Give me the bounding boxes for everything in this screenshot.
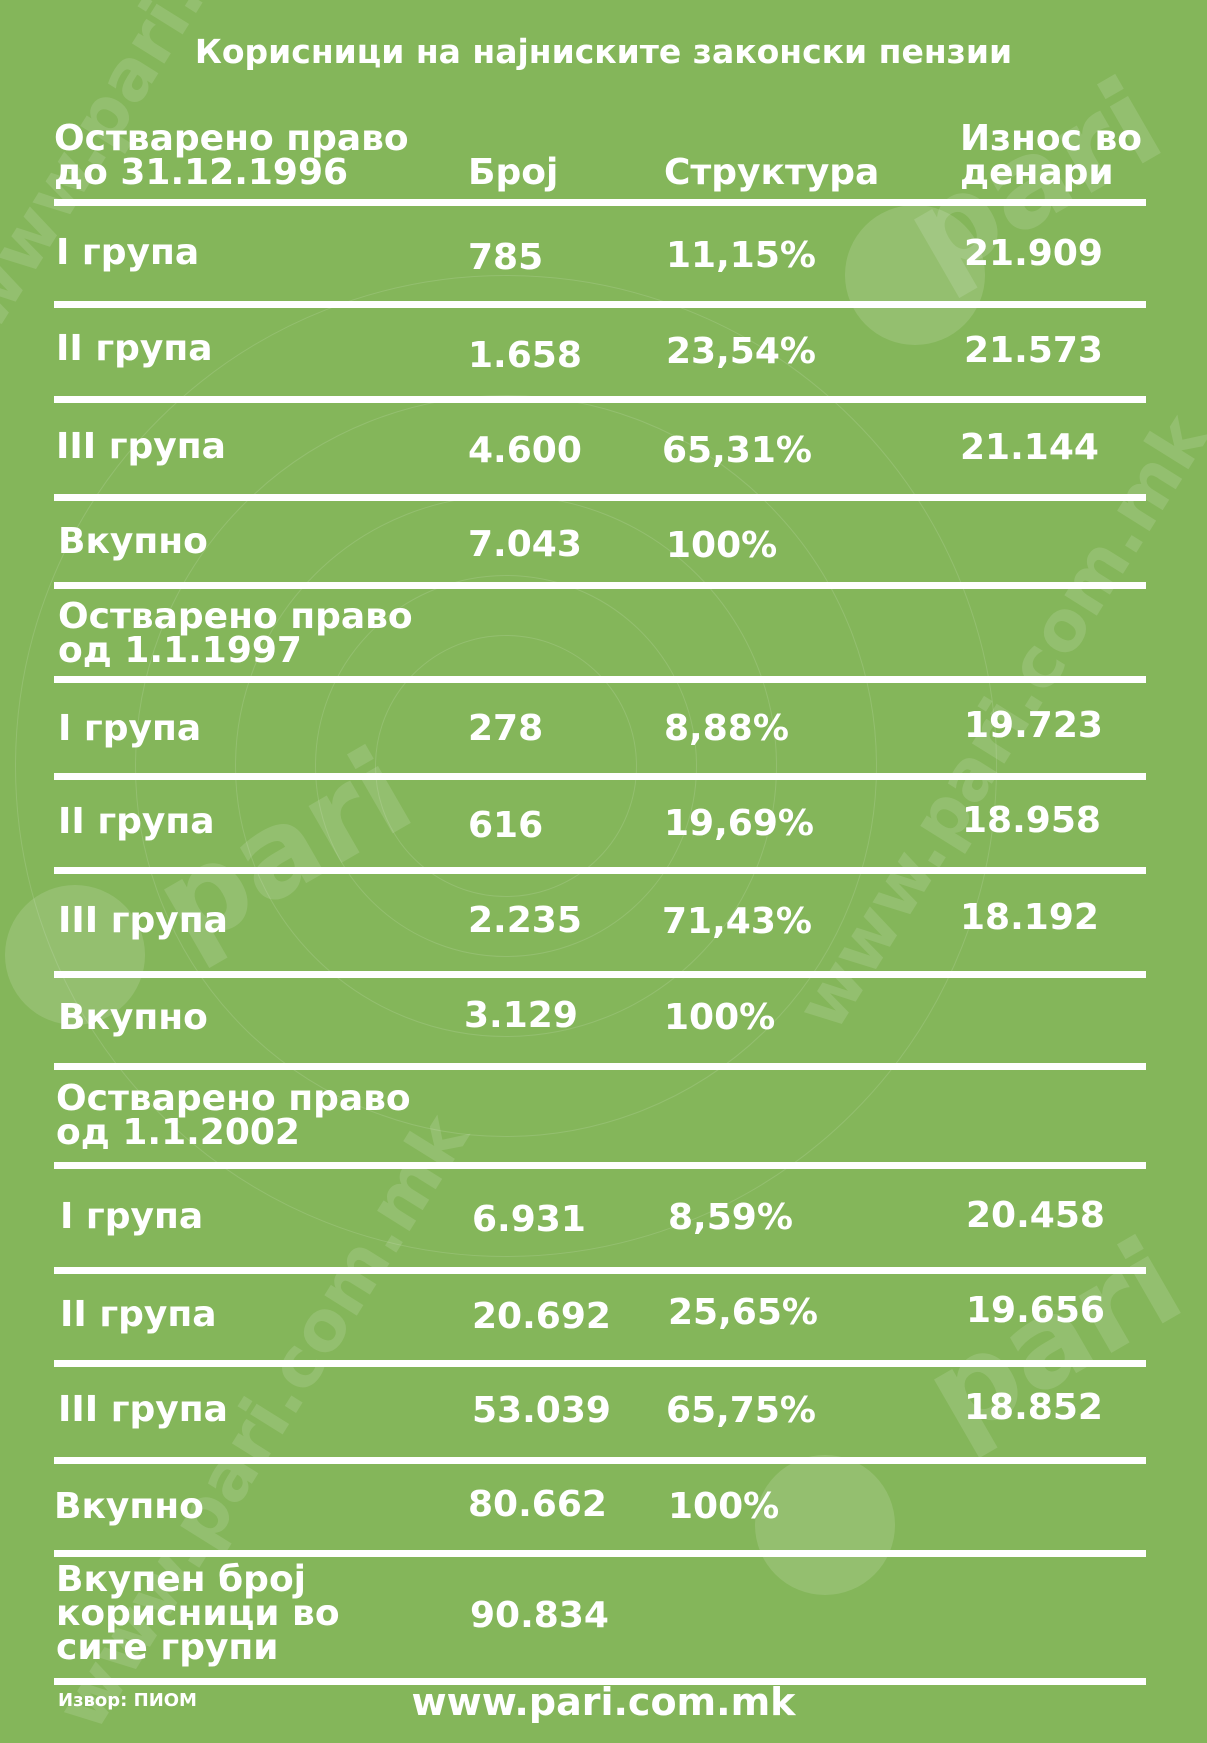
watermark-ring [15,275,997,1257]
row-group: Вкупно [54,1486,204,1527]
section-title-line1: Остварено право [58,596,413,637]
row-structure: 100% [664,997,776,1038]
row-group: Вкупно [58,521,208,562]
header-amount-line2: денари [960,152,1114,193]
total-label-line3: сите групи [56,1627,279,1668]
row-structure: 65,75% [666,1390,816,1431]
divider [54,199,1146,206]
divider [54,971,1146,978]
header-right-obtained-line1: Остварено право [54,118,409,159]
row-structure: 71,43% [662,901,812,942]
row-count: 6.931 [472,1199,586,1240]
row-structure: 100% [668,1486,780,1527]
header-count: Број [468,152,559,193]
row-count: 278 [468,708,544,749]
row-group: II група [56,328,213,369]
page-title: Корисници на најниските законски пензии [194,32,1013,71]
row-count: 2.235 [468,900,582,941]
divider [54,1162,1146,1169]
row-amount: 19.723 [964,705,1103,746]
row-count: 785 [468,237,544,278]
divider [54,1678,1146,1685]
row-count: 53.039 [472,1390,611,1431]
row-amount: 21.573 [964,330,1103,371]
header-right-obtained-line2: до 31.12.1996 [54,152,349,193]
divider [54,1457,1146,1464]
row-group: Вкупно [58,997,208,1038]
divider [54,582,1146,589]
row-structure: 8,88% [664,708,789,749]
row-structure: 23,54% [666,331,816,372]
section-title-line2: од 1.1.2002 [56,1112,300,1153]
row-structure: 65,31% [662,430,812,471]
section-title: Остварено право од 1.1.2002 [56,1078,411,1153]
row-group: II група [58,801,215,842]
row-structure: 100% [666,525,778,566]
website-url: www.pari.com.mk [411,1680,796,1724]
header-amount: Износ во денари [960,118,1143,193]
divider [54,676,1146,683]
row-count: 20.692 [472,1296,611,1337]
divider [54,396,1146,403]
row-group: I група [60,1196,204,1237]
divider [54,1360,1146,1367]
row-group: I група [56,232,200,273]
row-count: 7.043 [468,524,582,565]
row-count: 616 [468,805,544,846]
header-structure: Структура [664,152,880,193]
row-group: III група [56,426,226,467]
row-count: 80.662 [468,1484,607,1525]
divider [54,773,1146,780]
row-amount: 21.909 [964,233,1103,274]
total-label: Вкупен број корисници во сите групи [56,1559,340,1668]
row-count: 4.600 [468,430,582,471]
watermark-brand: pari [903,1212,1205,1467]
divider [54,1063,1146,1070]
divider [54,494,1146,501]
row-count: 1.658 [468,335,582,376]
row-amount: 18.852 [964,1387,1103,1428]
row-group: III група [58,900,228,941]
header-right-obtained: Остварено право до 31.12.1996 [54,118,409,193]
row-amount: 18.192 [960,897,1099,938]
total-label-line2: корисници во [56,1593,340,1634]
row-structure: 19,69% [664,803,814,844]
row-amount: 19.656 [966,1290,1105,1331]
watermark-logo-icon [5,885,145,1025]
row-amount: 18.958 [962,800,1101,841]
header-amount-line1: Износ во [960,118,1143,159]
row-structure: 11,15% [666,235,816,276]
row-amount: 21.144 [960,427,1099,468]
row-group: II група [60,1294,217,1335]
watermark-logo-icon [845,205,985,345]
row-amount: 20.458 [966,1195,1105,1236]
total-label-line1: Вкупен број [56,1559,307,1600]
row-structure: 8,59% [668,1197,793,1238]
row-count: 3.129 [464,995,578,1036]
source-note: Извор: ПИОМ [58,1690,197,1711]
row-group: III група [58,1389,228,1430]
row-structure: 25,65% [668,1292,818,1333]
divider [54,1550,1146,1557]
divider [54,1267,1146,1274]
watermark-logo-icon [755,1455,895,1595]
section-title: Остварено право од 1.1.1997 [58,596,413,671]
divider [54,867,1146,874]
divider [54,301,1146,308]
total-count: 90.834 [470,1595,609,1636]
section-title-line1: Остварено право [56,1078,411,1119]
section-title-line2: од 1.1.1997 [58,630,302,671]
row-group: I група [58,708,202,749]
